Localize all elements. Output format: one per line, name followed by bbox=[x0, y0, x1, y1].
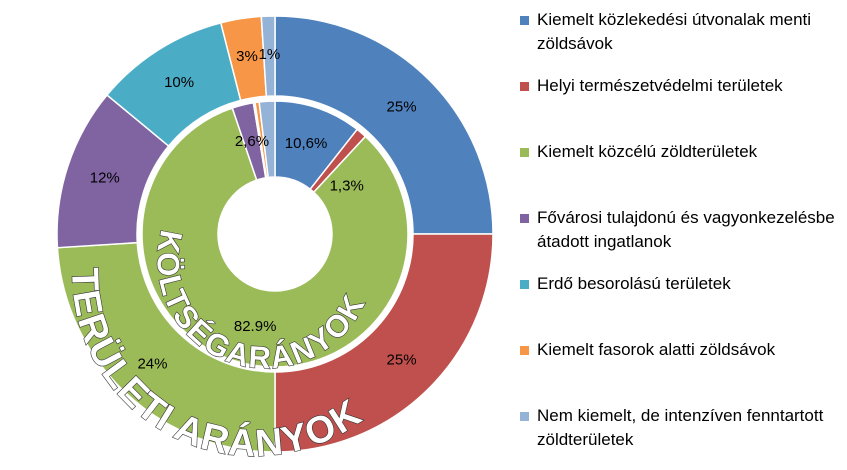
legend-item: Erdő besorolású területek bbox=[520, 272, 840, 338]
data-label: 1,3% bbox=[330, 178, 364, 195]
legend-label: Nem kiemelt, de intenzíven fenntartott z… bbox=[537, 406, 824, 449]
data-label: 3% bbox=[236, 48, 258, 65]
legend-label: Kiemelt közlekedési útvonalak menti zöld… bbox=[537, 10, 812, 53]
legend-item: Kiemelt közlekedési útvonalak menti zöld… bbox=[520, 8, 840, 74]
legend-item: Helyi természetvédelmi területek bbox=[520, 74, 840, 140]
legend: Kiemelt közlekedési útvonalak menti zöld… bbox=[520, 8, 840, 470]
data-label: 82.9% bbox=[234, 318, 277, 335]
legend-item: Fővárosi tulajdonú és vagyonkezelésbe át… bbox=[520, 206, 840, 272]
data-label: 24% bbox=[137, 355, 167, 372]
data-label: 25% bbox=[387, 98, 417, 115]
legend-label: Kiemelt közcélú zöldterületek bbox=[537, 142, 758, 161]
legend-swatch bbox=[520, 280, 529, 289]
legend-label: Fővárosi tulajdonú és vagyonkezelésbe át… bbox=[537, 208, 835, 251]
data-label: 25% bbox=[387, 352, 417, 369]
data-label: 2,6% bbox=[235, 133, 269, 150]
slice bbox=[258, 100, 276, 179]
legend-label: Kiemelt fasorok alatti zöldsávok bbox=[537, 340, 776, 359]
slice bbox=[260, 15, 276, 98]
slice bbox=[56, 241, 276, 453]
legend-item: Nem kiemelt, de intenzíven fenntartott z… bbox=[520, 404, 840, 470]
legend-swatch bbox=[520, 148, 529, 157]
legend-label: Helyi természetvédelmi területek bbox=[537, 76, 783, 95]
data-label: 10,6% bbox=[285, 135, 328, 152]
legend-label: Erdő besorolású területek bbox=[537, 274, 731, 293]
legend-swatch bbox=[520, 214, 529, 223]
chart: 25%25%24%12%10%3% 1%10,6%1,3%82.9%2,6%TER… bbox=[56, 15, 494, 465]
data-label: 1% bbox=[259, 46, 281, 63]
slice bbox=[141, 107, 409, 368]
legend-swatch bbox=[520, 16, 529, 25]
legend-swatch bbox=[520, 346, 529, 355]
slice bbox=[274, 15, 494, 235]
slice bbox=[274, 233, 494, 453]
legend-swatch bbox=[520, 82, 529, 91]
legend-item: Kiemelt közcélú zöldterületek bbox=[520, 140, 840, 206]
legend-swatch bbox=[520, 412, 529, 421]
legend-item: Kiemelt fasorok alatti zöldsávok bbox=[520, 338, 840, 404]
data-label: 10% bbox=[164, 74, 194, 91]
data-label: 12% bbox=[90, 170, 120, 187]
